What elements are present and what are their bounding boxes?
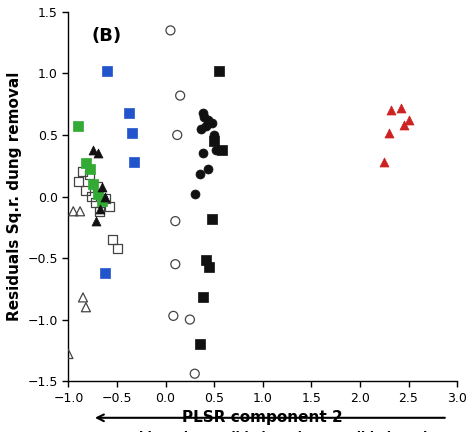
Point (397, 105, 404, 111)
Point (94, 183, 101, 190)
Point (74, 123, 82, 130)
Point (199, 294, 206, 301)
Point (176, 92, 184, 99)
Point (96, 208, 103, 215)
Point (191, 191, 199, 197)
Point (215, 67, 223, 74)
Point (94, 191, 101, 197)
Point (201, 113, 208, 120)
Point (400, 122, 408, 129)
Point (170, 312, 177, 319)
Point (99, 183, 106, 190)
Point (82, 160, 90, 167)
Point (128, 129, 136, 136)
Point (94, 150, 101, 157)
Point (86, 166, 93, 173)
Point (89, 181, 97, 187)
Point (99, 198, 106, 205)
Point (79, 168, 87, 175)
Point (206, 263, 213, 270)
Text: (B): (B) (92, 27, 122, 44)
Point (82, 304, 90, 311)
Point (191, 370, 199, 377)
Point (173, 131, 181, 138)
Point (113, 245, 121, 252)
Point (64, 350, 72, 357)
Point (210, 138, 218, 145)
Point (209, 119, 216, 126)
Point (74, 178, 82, 185)
Point (209, 215, 216, 222)
Point (125, 109, 132, 116)
Point (101, 196, 109, 203)
Point (76, 208, 84, 215)
Point (70, 208, 77, 215)
Point (101, 193, 109, 200)
Point (385, 129, 393, 136)
Point (186, 316, 194, 323)
Point (92, 199, 100, 206)
Point (212, 146, 220, 153)
Point (79, 294, 87, 301)
Y-axis label: Residuals Sq.r. dung removal: Residuals Sq.r. dung removal (7, 72, 22, 321)
Text: Head length, Protibia length, Metatibia length: Head length, Protibia length, Metatibia … (108, 431, 432, 432)
Point (196, 171, 203, 178)
Point (218, 146, 226, 153)
Point (387, 107, 395, 114)
Point (199, 109, 206, 116)
Point (101, 269, 109, 276)
Point (197, 125, 204, 132)
Point (89, 146, 97, 153)
Point (167, 27, 174, 34)
Point (103, 67, 111, 74)
Point (202, 123, 210, 130)
Point (210, 131, 218, 138)
Point (196, 341, 203, 348)
Point (205, 117, 212, 124)
Point (205, 166, 212, 173)
Point (82, 187, 90, 194)
Point (96, 205, 103, 212)
Point (381, 159, 388, 165)
Point (92, 218, 100, 225)
Point (405, 117, 412, 124)
Point (172, 218, 179, 225)
Point (131, 159, 138, 165)
Point (172, 261, 179, 268)
Point (86, 171, 93, 178)
Point (105, 203, 113, 210)
Point (199, 150, 206, 157)
Point (109, 236, 116, 243)
Point (202, 257, 210, 264)
Point (88, 193, 96, 200)
X-axis label: PLSR component 2: PLSR component 2 (182, 410, 343, 425)
